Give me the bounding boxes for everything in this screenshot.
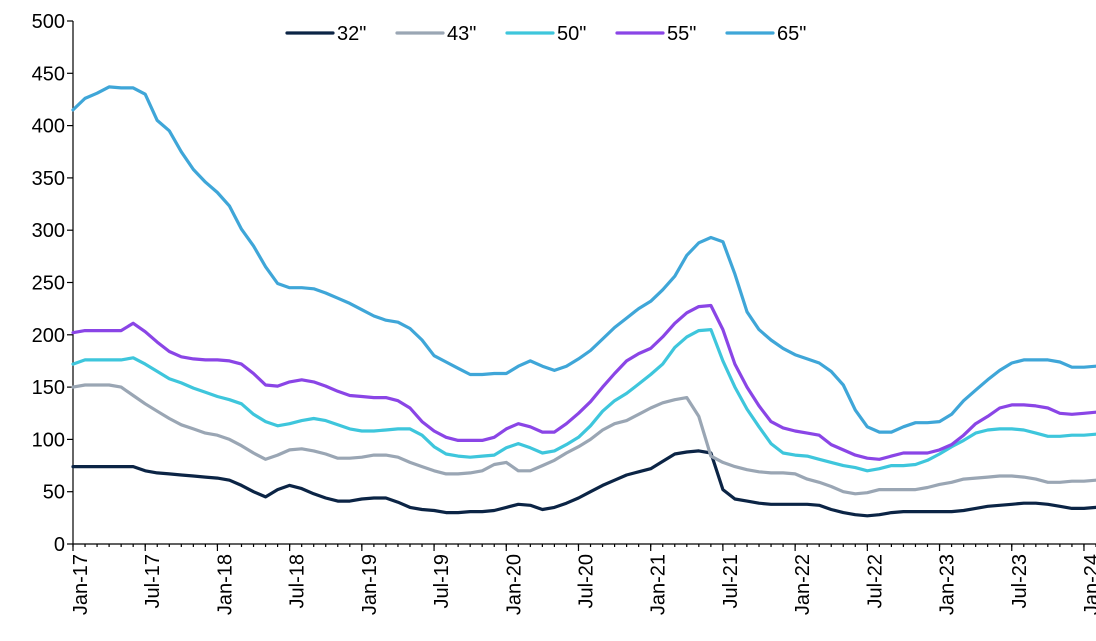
y-tick-label: 500 [32,11,65,33]
series-line [71,85,1096,434]
chart-legend: 32" 43" 50" 55" 65" [285,23,806,45]
y-tick-label: 0 [54,534,65,556]
y-tick-label: 250 [32,273,65,295]
series-line [71,303,1096,461]
x-tick-label: Jan-21 [648,554,670,615]
series-line [71,328,1096,473]
x-tick-label: Jul-22 [864,554,886,608]
x-tick-label: Jul-21 [720,554,742,608]
x-tick-label: Jan-20 [503,554,525,615]
x-tick-label: Jul-20 [575,554,597,608]
chart-series-group [71,85,1096,518]
y-tick-label: 50 [43,482,65,504]
legend-label: 55" [667,23,696,45]
y-tick-label: 400 [32,116,65,138]
series-line [71,383,1096,496]
y-tick-label: 100 [32,429,65,451]
x-tick-label: Jan-23 [937,554,959,615]
x-tick-label: Jul-17 [142,554,164,608]
legend-label: 32" [337,23,366,45]
y-tick-label: 300 [32,220,65,242]
legend-label: 50" [557,23,586,45]
x-tick-label: Jan-19 [359,554,381,615]
x-tick-label: Jan-24 [1081,554,1096,615]
y-tick-label: 150 [32,377,65,399]
legend-label: 43" [447,23,476,45]
x-tick-label: Jul-18 [287,554,309,608]
y-tick-label: 350 [32,168,65,190]
x-tick-label: Jan-22 [792,554,814,615]
y-tick-label: 200 [32,325,65,347]
x-tick-label: Jul-23 [1009,554,1031,608]
chart-axes: 0 50 100 150 200 250 300 350 400 450 500 Jan-17 Jul-… [32,11,1096,615]
series-line [71,449,1096,518]
x-tick-label: Jul-19 [431,554,453,608]
legend-label: 65" [777,23,806,45]
x-tick-label: Jan-18 [214,554,236,615]
x-tick-label: Jan-17 [70,554,92,615]
y-tick-label: 450 [32,63,65,85]
